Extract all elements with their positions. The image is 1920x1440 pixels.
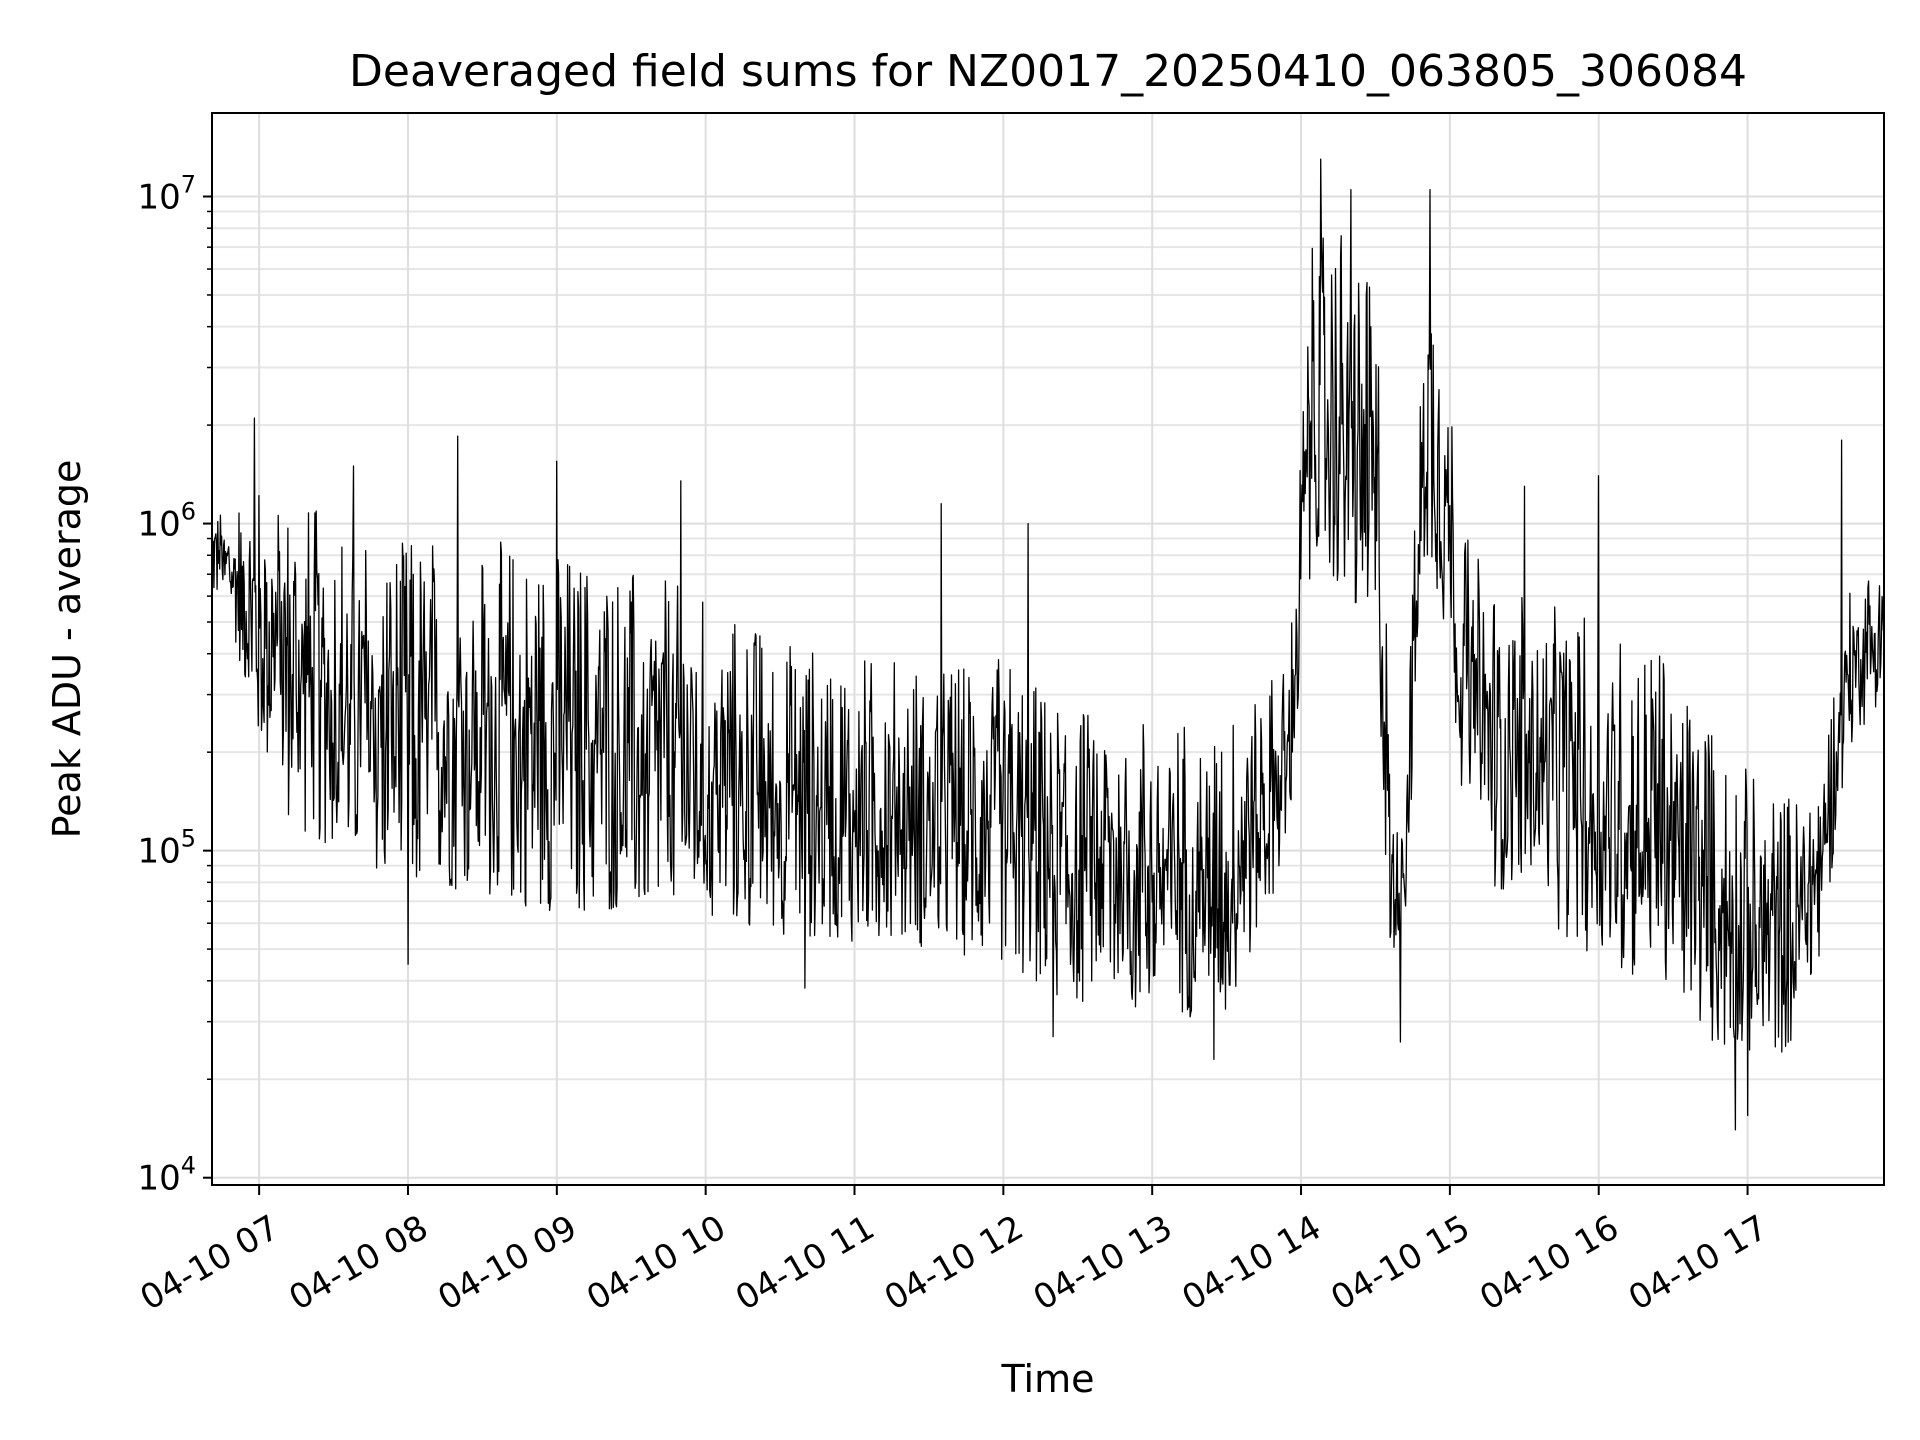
x-axis-label: Time — [1001, 1357, 1095, 1401]
chart-title: Deaveraged field sums for NZ0017_2025041… — [349, 46, 1747, 97]
series-line — [211, 158, 1885, 1131]
y-tick-label: 105 — [137, 825, 196, 872]
y-tick-label: 106 — [137, 498, 196, 545]
y-tick-label: 107 — [137, 170, 196, 217]
y-axis: 104 105 106 107 — [137, 170, 212, 1199]
axes-frame — [211, 112, 1885, 1186]
y-tick-label: 104 — [137, 1152, 196, 1199]
y-axis-label: Peak ADU - average — [45, 460, 89, 839]
plot-area — [211, 158, 1885, 1131]
